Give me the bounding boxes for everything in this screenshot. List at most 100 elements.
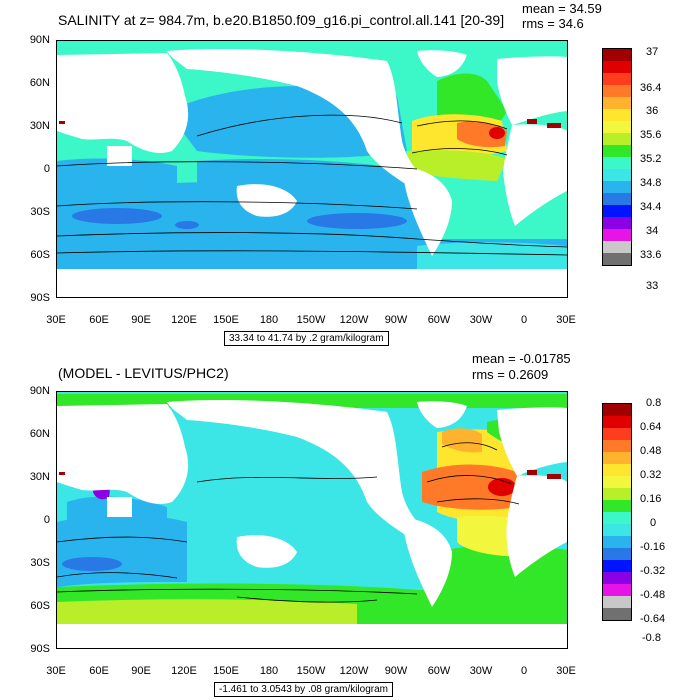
indian-ocean-deep-blue [62, 557, 122, 571]
colorbar-swatch [603, 217, 631, 229]
panel2-colorbar [602, 403, 632, 621]
land-antarctica [57, 269, 567, 297]
land-india [107, 497, 132, 517]
panel2-range-label: -1.461 to 3.0543 by .08 gram/kilogram [214, 682, 393, 697]
lon-label: 90W [384, 665, 408, 677]
lat-label: 60N [29, 428, 50, 440]
colorbar-label: 0.16 [640, 493, 662, 505]
colorbar-swatch [603, 205, 631, 217]
lon-label: 90E [131, 314, 151, 326]
low-salinity-pool-1 [72, 208, 162, 224]
colorbar-swatch [603, 97, 631, 109]
mediterranean-outflow-core [489, 127, 505, 139]
colorbar-label: 37 [646, 46, 659, 58]
colorbar-swatch [603, 512, 631, 524]
lon-label: 60E [89, 665, 109, 677]
contour-line [416, 120, 508, 130]
persian-gulf-speck [547, 123, 561, 128]
panel2-map [56, 391, 568, 649]
colorbar-swatch [603, 85, 631, 97]
contour-line [57, 232, 567, 248]
contour-line [57, 201, 418, 210]
colorbar-label: 34.8 [640, 177, 662, 189]
lat-label: 0 [43, 514, 50, 526]
colorbar-swatch [603, 464, 631, 476]
colorbar-label: 34 [646, 225, 659, 237]
colorbar-label: 0.32 [640, 469, 662, 481]
land-north-america [167, 49, 427, 191]
north-atlantic-orange-2 [442, 428, 482, 453]
west-speck [59, 472, 65, 475]
colorbar-swatch [603, 572, 631, 584]
land-south-america [402, 166, 452, 256]
land-europe [497, 407, 567, 476]
lon-label: 30E [46, 314, 66, 326]
panel1-range-label: 33.34 to 41.74 by .2 gram/kilogram [224, 331, 389, 346]
lon-label: 150E [213, 314, 239, 326]
contour-line [57, 572, 178, 579]
land-india [107, 146, 132, 166]
contour-line [411, 148, 508, 156]
colorbar-swatch [603, 229, 631, 241]
land-eurasia [57, 53, 189, 153]
lat-label: 30N [29, 120, 50, 132]
colorbar-swatch [603, 548, 631, 560]
colorbar-swatch [603, 181, 631, 193]
colorbar-label: 0 [650, 517, 657, 529]
lon-label: 90W [384, 314, 408, 326]
panel2-rms: rms = 0.2609 [472, 367, 549, 382]
land-africa [503, 124, 567, 226]
indian-ocean-blue [57, 158, 177, 203]
colorbar-label: -0.8 [642, 632, 661, 644]
tropical-atlantic-green [407, 150, 507, 181]
colorbar-swatch [603, 253, 631, 265]
panel1-map-svg [57, 41, 567, 297]
lat-label: 90N [29, 385, 50, 397]
lon-label: 150E [213, 665, 239, 677]
colorbar-swatch [603, 500, 631, 512]
land-africa [506, 475, 567, 577]
colorbar-swatch [603, 49, 631, 61]
lon-label: 30E [556, 314, 576, 326]
lon-label: 150W [296, 314, 326, 326]
colorbar-swatch [603, 608, 631, 620]
colorbar-label: -0.16 [640, 541, 666, 553]
lon-label: 180 [259, 665, 279, 677]
contour-line [57, 250, 567, 256]
colorbar-label: 35.6 [640, 129, 662, 141]
lat-label: 30N [29, 471, 50, 483]
lat-label: 0 [43, 163, 50, 175]
west-speck [59, 121, 65, 124]
colorbar-label: 0.64 [640, 421, 662, 433]
colorbar-label: 33 [646, 280, 659, 292]
colorbar-swatch [603, 452, 631, 464]
colorbar-label: 34.4 [640, 201, 662, 213]
colorbar-swatch [603, 488, 631, 500]
lon-label: 30E [556, 665, 576, 677]
panel1-mean: mean = 34.59 [522, 1, 602, 16]
contour-line [196, 476, 378, 483]
lon-label: 120E [171, 314, 197, 326]
panel1-colorbar [602, 48, 632, 266]
lat-label: 90N [29, 34, 50, 46]
colorbar-swatch [603, 241, 631, 253]
southern-ocean-green [417, 242, 567, 269]
land-australia [236, 535, 297, 568]
lon-label: 120E [171, 665, 197, 677]
contour-line [57, 536, 188, 543]
colorbar-label: -0.32 [640, 565, 666, 577]
lat-label: 30S [30, 557, 50, 569]
colorbar-label: 0.8 [646, 397, 662, 409]
colorbar-swatch [603, 428, 631, 440]
panel2-map-svg [57, 392, 567, 648]
lon-label: 30W [469, 314, 493, 326]
lon-label: 0 [520, 314, 528, 326]
lat-label: 30S [30, 206, 50, 218]
lon-label: 30W [469, 665, 493, 677]
land-greenland [417, 50, 467, 77]
red-sea-speck [527, 119, 537, 124]
colorbar-swatch [603, 440, 631, 452]
colorbar-swatch [603, 416, 631, 428]
indian-ocean-blue [57, 514, 187, 587]
land-europe [497, 56, 567, 125]
